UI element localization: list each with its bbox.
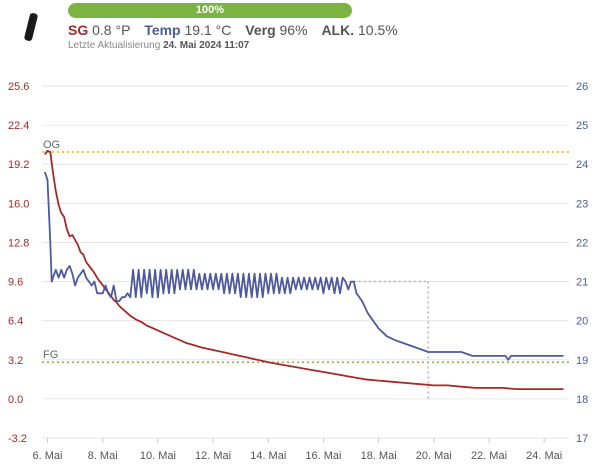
x-tick-label: 22. Mai [471,450,507,462]
stat-verg: Verg 96% [245,22,307,38]
x-tick-label: 16. Mai [305,450,341,462]
y-right-tick-label: 20 [576,316,588,328]
y-left-tick-label: 9.6 [8,277,23,289]
x-tick-label: 18. Mai [361,450,397,462]
series-line-temp [43,171,564,361]
y-left-tick-label: 0.0 [8,394,23,406]
x-tick-label: 12. Mai [195,450,231,462]
stat-alk: ALK. 10.5% [321,22,397,38]
reference-lines: OG FG [42,139,569,363]
x-tick-label: 8. Mai [88,450,118,462]
y-left-tick-label: 22.4 [8,120,29,132]
y-right-tick-label: 22 [576,237,588,249]
last-update: Letzte Aktualisierung 24. Mai 2024 11:07 [68,40,249,51]
stat-verg-value: 96% [279,22,308,38]
y-axis-left: -3.2 0.0 3.2 6.4 9.6 12.8 16.0 19.2 22.4 25.6 [8,81,29,445]
stat-sg: SG 0.8 °P [68,22,130,38]
grid [42,85,569,439]
progress-fill [68,3,352,18]
stat-temp-label: Temp [144,22,181,38]
stats-row: SG 0.8 °P Temp 19.1 °C Verg 96% ALK. 10.… [68,22,408,38]
x-tick-label: 24. Mai [526,450,562,462]
y-right-tick-label: 17 [576,433,588,445]
y-right-tick-label: 18 [576,394,588,406]
last-update-value: 24. Mai 2024 11:07 [163,40,250,51]
last-update-label: Letzte Aktualisierung [68,40,161,51]
y-left-tick-label: 6.4 [8,316,23,328]
y-left-tick-label: -3.2 [8,433,27,445]
x-axis: 6. Mai 8. Mai 10. Mai 12. Mai 14. Mai 16. Mai… [33,438,562,462]
stat-temp: Temp 19.1 °C [144,22,231,38]
series-line-sg [44,149,564,390]
y-right-tick-label: 21 [576,277,588,289]
y-right-tick-label: 19 [576,355,588,367]
y-left-tick-label: 16.0 [8,198,29,210]
x-tick-label: 20. Mai [416,450,452,462]
x-tick-label: 14. Mai [250,450,286,462]
y-left-tick-label: 3.2 [8,355,23,367]
y-left-tick-label: 25.6 [8,81,29,93]
y-left-tick-label: 12.8 [8,237,29,249]
progress-label: 100% [195,4,225,16]
stat-sg-value: 0.8 °P [92,22,131,38]
header: 100% SG 0.8 °P Temp 19.1 °C Verg 96% ALK… [0,0,597,56]
stat-temp-value: 19.1 °C [184,22,232,38]
y-right-tick-label: 26 [576,81,588,93]
stat-alk-value: 10.5% [358,22,398,38]
ref-label-og: OG [43,139,60,151]
x-tick-label: 10. Mai [140,450,176,462]
stat-alk-label: ALK. [321,22,355,38]
series [43,149,564,390]
ref-label-fg: FG [43,349,58,361]
stat-verg-label: Verg [245,22,276,38]
x-tick-label: 6. Mai [33,450,63,462]
y-right-tick-label: 23 [576,198,588,210]
y-right-tick-label: 24 [576,159,588,171]
stat-sg-label: SG [68,22,89,38]
y-right-tick-label: 25 [576,120,588,132]
y-axis-right: 17 18 19 20 21 22 23 24 25 26 [576,81,588,445]
y-left-tick-label: 19.2 [8,159,29,171]
progress-bar: 100% [68,3,352,18]
